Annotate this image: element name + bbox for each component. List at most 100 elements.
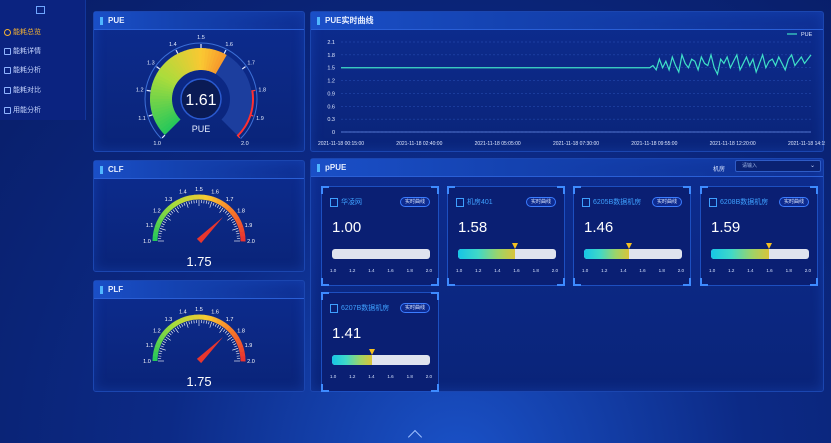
sidebar-item-analysis[interactable]: 能耗分析	[4, 62, 82, 78]
ppue-bar-track	[332, 355, 430, 365]
gauge-minor-tick	[162, 220, 166, 223]
gauge-tick	[223, 49, 227, 54]
gauge-tick-label: 1.1	[146, 343, 154, 349]
gauge-minor-tick	[232, 340, 236, 343]
sidebar: 能耗总览 能耗详情 能耗分析 能耗对比 用能分析	[0, 0, 86, 120]
gauge-minor-tick	[219, 327, 224, 333]
pue-line-chart: 0 0.3 0.6 0.9 1.2 1.5 1.8 2.1 2021-11-18 00:15:0…	[318, 32, 825, 147]
machine-room-select[interactable]: 请输入 ⌄	[735, 160, 821, 172]
card-corner	[700, 186, 708, 194]
gauge-minor-tick	[162, 340, 166, 343]
gauge-minor-tick	[159, 230, 163, 232]
card-corner	[321, 278, 329, 286]
realtime-curve-button[interactable]: 实时曲线	[525, 197, 556, 207]
gauge-fill-segment	[165, 59, 183, 79]
panel-title: pPUE	[311, 159, 823, 177]
room-ppue-value: 1.58	[458, 219, 488, 236]
gauge-arc-segment	[203, 194, 210, 201]
gauge-arc-segment	[161, 209, 169, 217]
gauge-minor-tick	[217, 204, 220, 208]
gauge-arc-segment	[211, 196, 219, 204]
gauge-arc-segment	[226, 326, 234, 334]
gauge-tick-label: 1.8	[237, 208, 245, 214]
card-corner	[431, 186, 439, 194]
gauge-arc-segment	[207, 195, 214, 202]
gauge-minor-tick	[212, 322, 215, 326]
chevron-up-icon[interactable]	[407, 429, 423, 443]
gauge-arc-segment	[223, 203, 231, 211]
y-tick-label: 0	[332, 130, 335, 136]
gauge-tick	[161, 134, 166, 139]
gauge-minor-tick	[181, 203, 184, 207]
gauge-tick	[146, 89, 151, 92]
room-name: 机房401	[467, 199, 493, 206]
panel-title: CLF	[94, 161, 304, 179]
gauge-minor-tick	[208, 201, 210, 205]
sidebar-item-compare[interactable]: 能耗对比	[4, 82, 82, 98]
gauge-fill-segment	[152, 108, 175, 121]
gauge-fill-segment	[170, 55, 186, 76]
gauge-fill-segment	[187, 48, 196, 72]
menu-logo-icon[interactable]	[36, 6, 45, 14]
gauge-fill-segment	[157, 114, 178, 130]
bar-tick-label: 1.8	[658, 268, 665, 273]
gauge-minor-tick	[172, 209, 176, 212]
y-tick-label: 1.8	[327, 53, 335, 59]
gauge-arc-segment	[207, 315, 214, 322]
bar-tick-label: 1.4	[747, 268, 754, 273]
gauge-arc-segment	[158, 213, 166, 221]
ppue-bar-fill	[711, 249, 769, 259]
gauge-minor-tick	[235, 350, 239, 352]
gauge-tick	[156, 66, 161, 70]
gauge-minor-tick	[219, 207, 224, 213]
y-tick-label: 2.1	[327, 40, 335, 46]
room-title: 6207B数据机房	[330, 303, 389, 313]
gauge-arc-segment	[156, 337, 164, 345]
clf-panel: CLF 1.0 1.1 1.2 1.3 1.4 1.5 1.6 1.7 1.8 1.9 2.0 1.7…	[93, 160, 305, 272]
card-corner	[557, 186, 565, 194]
gauge-tick-label: 1.0	[153, 141, 161, 147]
sidebar-item-usage[interactable]: 用能分析	[4, 102, 82, 118]
realtime-curve-button[interactable]: 实时曲线	[651, 197, 682, 207]
gauge-minor-tick	[230, 338, 234, 341]
realtime-curve-button[interactable]: 实时曲线	[778, 197, 809, 207]
bar-tick-label: 1.4	[620, 268, 627, 273]
gauge-value: 1.75	[186, 374, 211, 389]
pue-gauge: 1.0 1.1 1.2 1.3 1.4 1.5 1.6 1.7 1.8 1.9 2.0 1.61 PUE	[136, 35, 266, 147]
machine-room-label: 机房	[713, 167, 726, 173]
gauge-minor-tick	[230, 218, 234, 221]
x-tick-label: 2021-11-18 05:05:00	[475, 141, 521, 147]
gauge-tick-label: 1.5	[195, 187, 203, 193]
gauge-arc-segment	[175, 198, 183, 206]
gauge-minor-tick	[183, 202, 186, 206]
gauge-arc-segment	[171, 200, 179, 208]
gauge-minor-tick	[170, 210, 174, 214]
gauge-minor-tick	[233, 223, 237, 226]
room-card: 华凌网 实时曲线 1.00 1.0 1.2 1.4 1.6 1.8 2.0	[321, 186, 439, 286]
gauge-minor-tick	[209, 201, 212, 208]
y-tick-label: 0.6	[327, 104, 335, 110]
sidebar-item-detail[interactable]: 能耗详情	[4, 43, 82, 59]
gauge-fill-segment	[177, 52, 190, 74]
sidebar-item-overview[interactable]: 能耗总览	[4, 24, 82, 40]
gauge-minor-tick	[159, 228, 166, 231]
gauge-arc-segment	[229, 209, 237, 217]
gauge-arc-segment	[236, 342, 244, 349]
ppue-bar-fill	[458, 249, 515, 259]
realtime-curve-button[interactable]: 实时曲线	[399, 197, 430, 207]
gauge-arc-segment	[164, 326, 172, 334]
compare-icon	[4, 86, 11, 94]
bar-tick-labels: 1.0 1.2 1.4 1.6 1.8 2.0	[456, 268, 558, 273]
gauge-fill-segment	[154, 110, 176, 124]
realtime-curve-button[interactable]: 实时曲线	[399, 303, 430, 313]
legend-label: PUE	[801, 32, 813, 38]
gauge-minor-tick	[164, 338, 168, 341]
gauge-minor-tick	[226, 212, 230, 216]
ppue-bar-track	[458, 249, 556, 259]
gauge-arc-segment	[158, 333, 166, 341]
gauge-arc-segment	[215, 198, 223, 206]
gauge-minor-tick	[158, 233, 162, 235]
gauge-arc-segment	[184, 315, 191, 322]
gauge-minor-tick	[235, 230, 239, 232]
room-ppue-value: 1.59	[711, 219, 741, 236]
